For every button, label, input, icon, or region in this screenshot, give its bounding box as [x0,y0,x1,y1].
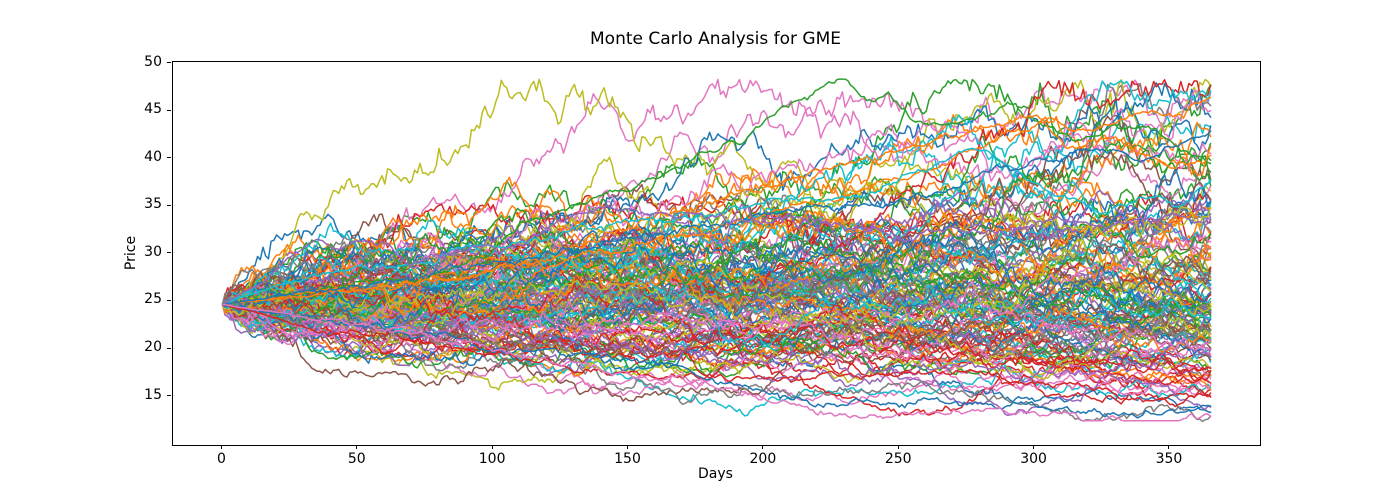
x-tick-mark [356,445,358,449]
simulation-path [221,205,1212,328]
simulation-path [221,78,1212,306]
x-tick-label: 250 [884,451,912,467]
x-tick-label: 350 [1155,451,1183,467]
y-tick-label: 45 [144,101,162,118]
x-axis-label: Days [698,466,733,482]
simulation-path [221,241,1212,342]
simulation-path [221,240,1212,347]
simulation-path [221,204,1212,306]
plot-area [172,61,1261,446]
simulation-path [221,180,1212,308]
simulation-path [221,147,1212,306]
y-tick-label: 50 [144,53,162,70]
simulation-path [221,193,1212,309]
simulation-path [221,303,1212,422]
x-tick-label: 50 [347,451,366,467]
simulation-path [221,253,1212,366]
y-tick-label: 30 [144,243,162,260]
x-tick-mark [220,445,222,449]
simulation-path [221,79,1212,308]
simulation-path [221,172,1212,328]
simulation-path [221,130,1212,306]
chart-title: Monte Carlo Analysis for GME [590,29,841,49]
y-tick-label: 35 [144,196,162,213]
x-tick-mark [897,445,899,449]
y-tick-label: 40 [144,148,162,165]
simulation-path [221,146,1212,313]
y-tick-label: 20 [144,339,162,355]
y-tick-mark [167,109,171,111]
x-tick-label: 100 [478,451,506,467]
simulation-path [221,80,1212,306]
y-tick-mark [167,252,171,254]
simulation-path [221,303,1212,408]
x-tick-label: 150 [614,451,641,467]
y-tick-label: 25 [144,291,162,308]
simulation-path [221,163,1212,311]
simulation-path [221,241,1212,312]
x-tick-mark [1168,445,1170,449]
x-tick-mark [627,445,628,449]
simulation-path [221,114,1212,306]
y-tick-label: 15 [144,386,162,403]
simulation-path [221,303,1212,417]
y-tick-mark [167,395,171,397]
simulation-path [221,242,1212,329]
simulation-path [221,78,1212,306]
x-tick-label: 200 [749,451,777,467]
simulation-path [221,274,1212,386]
x-tick-mark [491,445,493,449]
simulation-path [221,207,1212,321]
x-tick-label: 300 [1020,451,1047,467]
simulation-path [221,301,1212,417]
simulation-path [221,207,1212,312]
simulation-path [221,298,1212,384]
y-tick-mark [167,347,171,349]
x-tick-mark [1033,445,1035,449]
simulation-path [221,167,1212,330]
simulation-path [221,208,1212,365]
simulation-paths-svg [221,78,1212,423]
y-tick-mark [167,157,171,159]
y-tick-mark [167,299,171,301]
x-tick-mark [762,445,764,449]
y-tick-mark [167,62,171,64]
y-tick-mark [167,204,171,206]
x-tick-label: 0 [216,451,226,467]
